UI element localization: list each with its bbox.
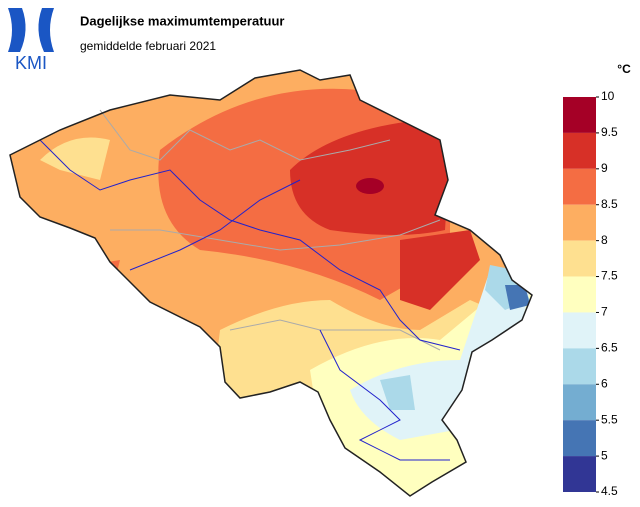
region — [505, 285, 530, 310]
province-border — [110, 219, 441, 251]
region — [40, 137, 110, 180]
region — [356, 178, 384, 194]
tick-label: 5.5 — [601, 412, 618, 426]
region — [60, 260, 120, 300]
colorbar-segment — [563, 348, 596, 385]
province-border — [229, 319, 441, 351]
river — [319, 329, 450, 461]
tick-label: 9 — [601, 161, 608, 175]
logo-shape — [8, 8, 26, 52]
tick-label: 6.5 — [601, 341, 618, 355]
borders — [9, 69, 533, 497]
tick-label: 10 — [601, 89, 615, 103]
tick-label: 4.5 — [601, 484, 618, 498]
colorbar-segment — [563, 384, 596, 421]
river — [39, 139, 461, 351]
subtitle: gemiddelde februari 2021 — [80, 39, 216, 53]
colorbar-segment — [563, 97, 596, 133]
tick-label: 7.5 — [601, 269, 618, 283]
tick-label: 7 — [601, 305, 608, 319]
logo: KMI — [8, 8, 54, 73]
colorbar-segment — [563, 132, 596, 169]
tick-label: 5 — [601, 448, 608, 462]
tick-label: 8.5 — [601, 197, 618, 211]
title: Dagelijkse maximumtemperatuur — [80, 13, 284, 28]
region — [400, 230, 480, 310]
tick-label: 9.5 — [601, 125, 618, 139]
legend-unit: °C — [617, 62, 631, 76]
tick-label: 6 — [601, 376, 608, 390]
logo-text: KMI — [15, 53, 47, 73]
colorbar-segment — [563, 168, 596, 205]
colorbar-segment — [563, 240, 596, 277]
colorbar-segment — [563, 312, 596, 349]
logo-shape — [38, 8, 54, 52]
map — [10, 70, 532, 496]
region — [380, 375, 415, 410]
river — [129, 179, 301, 271]
colorbar-segment — [563, 420, 596, 457]
province-border — [99, 109, 391, 161]
tick-label: 8 — [601, 233, 608, 247]
region — [290, 120, 450, 235]
country-border — [9, 69, 533, 497]
colorbar-segment — [563, 204, 596, 241]
colorbar-segment — [563, 456, 596, 492]
colorbar-segment — [563, 276, 596, 313]
